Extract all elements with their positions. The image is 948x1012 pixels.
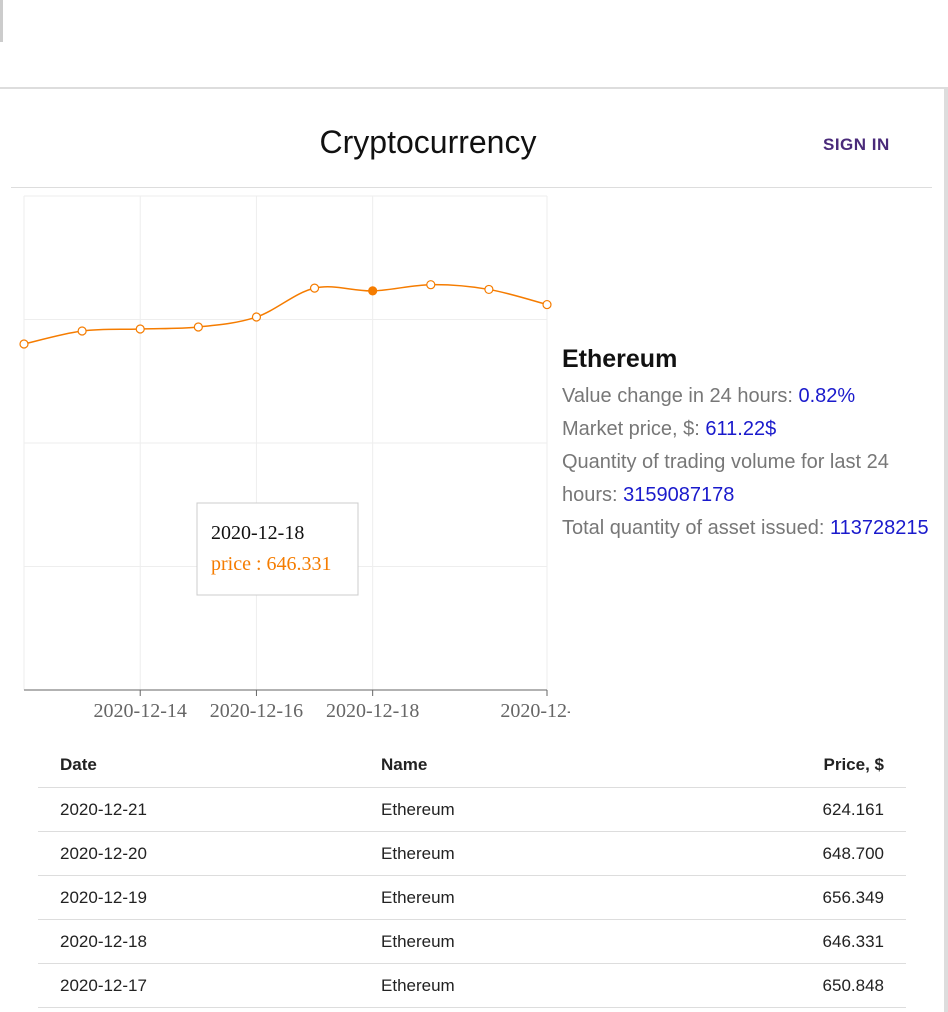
info-value: 0.82% — [798, 385, 856, 407]
sign-in-button[interactable]: SIGN IN — [823, 135, 890, 154]
table-row: 2020-12-18 Ethereum 646.331 — [38, 919, 906, 964]
table-row: 2020-12-17 Ethereum 650.848 — [38, 963, 906, 1008]
table-cell: 646.331 — [647, 919, 906, 964]
table-cell: 650.848 — [647, 963, 906, 1008]
point — [542, 299, 552, 310]
table-cell: 648.700 — [647, 831, 906, 876]
column-header: Name — [359, 742, 648, 788]
point — [77, 326, 87, 336]
info-row: Market price, $: 611.22$ — [562, 413, 942, 446]
asset-name: Ethereum — [562, 345, 678, 373]
point — [135, 324, 145, 334]
table-cell: Ethereum — [359, 831, 648, 876]
divider — [11, 187, 932, 188]
table-cell: Ethereum — [359, 963, 648, 1008]
price-line — [23, 283, 548, 345]
info-value: 611.22$ — [705, 418, 777, 440]
table-cell: 2020-12-17 — [38, 963, 360, 1008]
info-panel: Ethereum Value change in 24 hours: 0.82%… — [562, 345, 942, 545]
x-tick-label: 2020-12-14 — [94, 700, 187, 722]
info-rows: Value change in 24 hours: 0.82% Market pr… — [562, 380, 942, 545]
tooltip-title: 2020-12-18 — [211, 522, 304, 544]
table-cell: Ethereum — [359, 919, 648, 964]
table-cell: 2020-12-21 — [38, 787, 360, 832]
point — [193, 322, 203, 332]
top-border — [0, 87, 948, 89]
column-header: Price, $ — [647, 742, 906, 788]
table-body: 2020-12-21 Ethereum 624.161 2020-12-20 Ether… — [38, 787, 906, 1008]
table-header: Date Name Price, $ — [38, 742, 906, 788]
title: Cryptocurrency — [319, 124, 537, 160]
point — [309, 283, 320, 293]
scrollbar — [944, 89, 948, 1012]
table-cell: 2020-12-19 — [38, 875, 360, 920]
point — [19, 339, 29, 349]
table-cell: Ethereum — [359, 875, 648, 920]
info-value: 3159087178 — [623, 484, 735, 506]
table-cell: 2020-12-20 — [38, 831, 360, 876]
column-header: Date — [38, 742, 360, 788]
table-cell: Ethereum — [359, 787, 648, 832]
edge — [0, 0, 3, 42]
point — [426, 280, 436, 290]
table-cell: 2020-12-18 — [38, 919, 360, 964]
info-label: Market price, $: — [562, 418, 700, 440]
point — [251, 312, 262, 322]
point — [368, 286, 378, 296]
x-tick-label: 2020-12-18 — [326, 700, 419, 722]
info-value: 113728215 — [829, 517, 929, 539]
price-table: Date Name Price, $ 2020-12-21 Ethereum 624.1… — [38, 742, 906, 1008]
info-row: Total quantity of asset issued: 11372821… — [562, 512, 942, 545]
info-row: Quantity of trading volume for last 24 h… — [562, 446, 942, 512]
table-cell: 624.161 — [647, 787, 906, 832]
table-cell: 656.349 — [647, 875, 906, 920]
tooltip-box — [196, 502, 359, 596]
x-tick-label: 2020-12-21 — [500, 700, 570, 722]
point — [484, 284, 494, 295]
table-row: 2020-12-19 Ethereum 656.349 — [38, 875, 906, 920]
tooltip-value: price : 646.331 — [211, 553, 332, 575]
x-tick-label: 2020-12-16 — [210, 700, 303, 722]
table-row: 2020-12-20 Ethereum 648.700 — [38, 831, 906, 876]
info-row: Value change in 24 hours: 0.82% — [562, 380, 942, 413]
info-label: Total quantity of asset issued: — [562, 517, 825, 539]
chart: 2020-12-14 2020-12-16 2020-12-18 2020-12-21… — [19, 195, 570, 722]
info-label: Value change in 24 hours: — [562, 385, 793, 407]
table-row: 2020-12-21 Ethereum 624.161 — [38, 787, 906, 832]
info-label: Quantity of trading volume for last 24 h… — [562, 451, 889, 506]
